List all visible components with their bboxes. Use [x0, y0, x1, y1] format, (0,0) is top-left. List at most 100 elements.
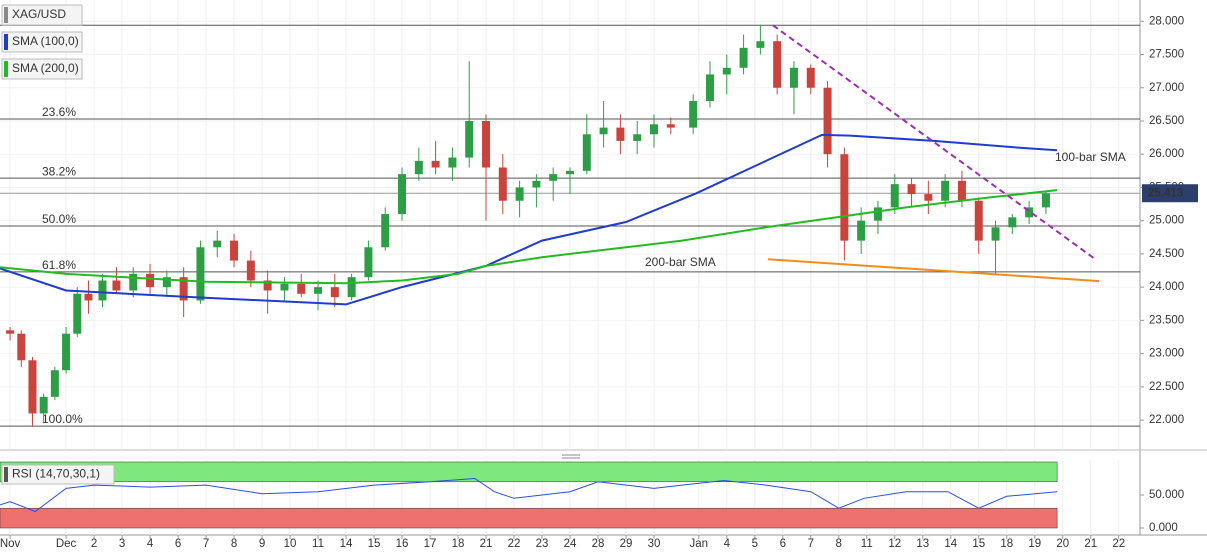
- legend-swatch: [4, 7, 8, 23]
- trendline: [767, 258, 1100, 283]
- y-tick-label: 25.000: [1149, 215, 1184, 227]
- candle-body: [890, 184, 899, 208]
- candle-body: [39, 396, 48, 414]
- rsi-overbought-band: [0, 461, 1058, 483]
- candle-body: [162, 277, 171, 288]
- x-tick-label: 14: [340, 538, 353, 550]
- annotation: 100-bar SMA: [1055, 150, 1126, 164]
- x-tick-label: 4: [147, 538, 154, 550]
- price-tag-label: 25.413: [1148, 187, 1183, 199]
- fib-label: 23.6%: [42, 105, 76, 119]
- x-tick-label: 6: [780, 538, 786, 550]
- candle-body: [230, 240, 239, 261]
- candle-body: [616, 127, 625, 141]
- price-tag: [1142, 184, 1198, 203]
- x-tick-label: 2: [91, 538, 97, 550]
- candle-body: [840, 154, 849, 241]
- x-tick-label: 22: [1112, 538, 1125, 550]
- x-tick-label: 15: [368, 538, 381, 550]
- candle-body: [246, 260, 255, 281]
- x-tick-label: 28: [592, 538, 605, 550]
- candle-body: [448, 157, 457, 168]
- y-tick-label: 27.000: [1149, 82, 1184, 94]
- candle-body: [482, 120, 491, 168]
- x-tick-label: 3: [119, 538, 125, 550]
- candle-body: [549, 174, 558, 181]
- sma-line: [0, 189, 1058, 285]
- candle-body: [381, 214, 390, 248]
- x-tick-label: 15: [972, 538, 985, 550]
- candle-body: [806, 67, 815, 88]
- candle-body: [599, 127, 608, 135]
- y-tick-label: 27.500: [1149, 49, 1184, 61]
- candle-body: [705, 74, 714, 102]
- x-tick-label: 24: [564, 538, 577, 550]
- fib-label: 38.2%: [42, 164, 76, 178]
- y-tick-label: 28.000: [1149, 15, 1184, 27]
- candle-body: [465, 120, 474, 158]
- candle-body: [666, 124, 675, 128]
- x-tick-label: 21: [480, 538, 493, 550]
- candle-body: [739, 47, 748, 68]
- y-tick-label: 26.000: [1149, 148, 1184, 160]
- candle-body: [347, 277, 356, 298]
- candle-body: [50, 370, 59, 397]
- y-tick-label: 26.500: [1149, 115, 1184, 127]
- x-tick-label: 8: [231, 538, 237, 550]
- x-tick-label: 14: [944, 538, 957, 550]
- candle-body: [907, 184, 916, 195]
- x-tick-label: 23: [536, 538, 549, 550]
- candle-body: [756, 41, 765, 48]
- x-tick-label: 7: [203, 538, 209, 550]
- candle-body: [398, 174, 407, 215]
- candle-body: [974, 200, 983, 241]
- legend-swatch: [4, 34, 8, 50]
- candle-body: [179, 277, 188, 301]
- fib-label: 50.0%: [42, 212, 76, 226]
- candle-body: [6, 330, 15, 334]
- x-tick-label: 7: [808, 538, 814, 550]
- x-tick-label: 22: [508, 538, 521, 550]
- candle-body: [73, 293, 82, 334]
- candle-body: [17, 333, 26, 361]
- rsi-y-tick-label: 0.000: [1149, 522, 1178, 534]
- x-tick-label: 11: [312, 538, 324, 550]
- fib-label: 100.0%: [42, 412, 83, 426]
- x-tick-label: 29: [620, 538, 633, 550]
- x-tick-label: 8: [836, 538, 842, 550]
- candle-body: [941, 180, 950, 201]
- x-tick-label: 19: [1028, 538, 1041, 550]
- legend-swatch: [4, 61, 8, 77]
- x-tick-label: 18: [1000, 538, 1013, 550]
- candle-body: [431, 160, 440, 168]
- x-tick-label: 13: [916, 538, 929, 550]
- x-tick-label: 16: [396, 538, 409, 550]
- legend-label: SMA (200,0): [12, 61, 79, 75]
- candle-body: [957, 180, 966, 201]
- x-tick-label: Dec: [56, 538, 77, 550]
- candle-body: [98, 280, 107, 301]
- legend-label: XAG/USD: [12, 7, 66, 21]
- legend-box: [1, 4, 83, 26]
- legend-box: [1, 58, 83, 80]
- candle-body: [280, 283, 289, 291]
- candle-body: [84, 293, 93, 301]
- candle-body: [823, 87, 832, 155]
- x-tick-label: 10: [284, 538, 297, 550]
- candle-body: [112, 280, 121, 291]
- candle-body: [873, 207, 882, 221]
- x-tick-label: 11: [861, 538, 873, 550]
- candle-body: [28, 360, 37, 414]
- candle-body: [633, 134, 642, 141]
- x-tick-label: 30: [648, 538, 661, 550]
- annotation: 200-bar SMA: [645, 255, 716, 269]
- candle-body: [146, 273, 155, 288]
- x-tick-label: 4: [724, 538, 731, 550]
- candle-body: [62, 333, 71, 371]
- candle-body: [213, 240, 222, 248]
- x-tick-label: 9: [259, 538, 265, 550]
- legend-label: SMA (100,0): [12, 34, 79, 48]
- candle-body: [689, 101, 698, 128]
- x-tick-label: Nov: [0, 538, 21, 550]
- candle-body: [330, 287, 339, 298]
